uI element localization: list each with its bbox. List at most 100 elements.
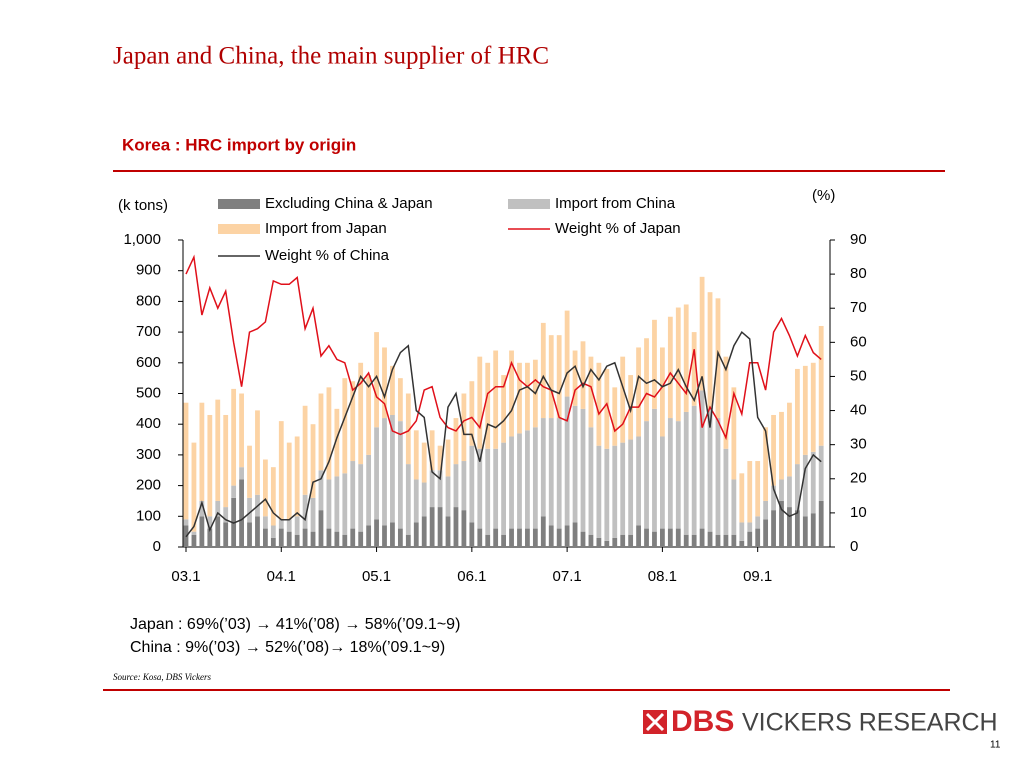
bar <box>739 540 745 547</box>
bar <box>270 537 276 547</box>
y-tick-label: 100 <box>136 507 161 524</box>
bar <box>390 522 395 547</box>
y2-tick-label: 10 <box>850 504 867 521</box>
y-tick-label: 300 <box>136 446 161 463</box>
bar <box>366 375 372 455</box>
bar <box>469 445 475 523</box>
bar <box>525 430 530 529</box>
bar <box>358 464 364 532</box>
bar <box>604 540 610 547</box>
bar <box>501 375 506 443</box>
bar <box>675 307 681 422</box>
bar <box>755 461 761 517</box>
bar <box>429 430 435 471</box>
bar <box>779 500 784 547</box>
bar <box>278 421 284 520</box>
bar <box>286 442 292 520</box>
bar <box>540 516 546 547</box>
bar <box>588 534 594 547</box>
bar <box>747 522 753 532</box>
bar <box>485 362 491 449</box>
bar <box>358 362 364 465</box>
bar <box>636 436 641 526</box>
source: Source: Kosa, DBS Vickers <box>113 672 211 682</box>
y2-tick-label: 30 <box>850 436 867 453</box>
bar <box>588 356 594 428</box>
bar <box>342 534 348 547</box>
bar <box>199 402 205 501</box>
bar <box>691 405 697 535</box>
bar <box>183 402 189 520</box>
x-tick-label: 08.1 <box>648 568 677 585</box>
bar <box>374 332 379 428</box>
bar <box>652 408 657 532</box>
bar <box>445 439 451 477</box>
bar <box>334 408 340 477</box>
bar <box>604 448 610 541</box>
bar <box>818 500 824 547</box>
bar <box>255 410 260 495</box>
y2-tick-label: 60 <box>850 333 867 350</box>
bar <box>667 316 673 419</box>
line <box>185 330 822 538</box>
bar <box>382 347 387 419</box>
bar <box>191 534 197 547</box>
bar <box>779 411 784 480</box>
bar <box>421 482 427 517</box>
bar <box>739 522 745 541</box>
bar <box>223 522 229 547</box>
bar <box>636 525 641 547</box>
bar <box>453 418 459 465</box>
bar <box>580 341 586 409</box>
bar <box>707 408 713 532</box>
bar <box>405 464 411 535</box>
bar <box>683 304 689 412</box>
bar <box>612 445 618 538</box>
bar <box>278 528 284 547</box>
bar <box>485 448 491 535</box>
bar <box>390 365 395 415</box>
legend-label: Import from Japan <box>265 220 387 237</box>
bar <box>794 510 800 547</box>
bar <box>461 393 467 462</box>
y-tick-label: 200 <box>136 477 161 494</box>
bar <box>302 494 308 529</box>
bar <box>596 537 602 547</box>
bar <box>191 531 197 535</box>
legend-label: Weight % of Japan <box>555 220 681 237</box>
bar <box>501 534 506 547</box>
bar <box>509 350 514 437</box>
bar <box>461 461 467 511</box>
y-tick-label: 700 <box>136 323 161 340</box>
bar <box>294 534 300 547</box>
y2-tick-label: 0 <box>850 538 858 555</box>
bar <box>342 378 348 474</box>
bar <box>620 534 626 547</box>
bar <box>667 528 673 547</box>
bar <box>540 322 546 419</box>
bar <box>191 442 197 532</box>
bar <box>572 522 578 547</box>
bar <box>628 439 634 535</box>
bar <box>477 528 483 547</box>
bar <box>437 507 443 547</box>
bar <box>787 402 792 477</box>
bar <box>318 510 324 547</box>
bar <box>556 418 562 529</box>
bar <box>660 347 665 437</box>
bar <box>517 433 522 529</box>
bar <box>517 528 522 547</box>
bar <box>564 310 570 397</box>
bar <box>612 537 618 547</box>
bar <box>429 507 435 547</box>
bar <box>493 528 499 547</box>
bar <box>794 368 800 465</box>
bar <box>294 436 300 517</box>
bar <box>199 516 205 547</box>
note: Japan : 69%(’03) → 41%(’08) → 58%(’09.1~… <box>130 616 460 633</box>
bar <box>731 534 737 547</box>
x-tick-label: 09.1 <box>743 568 772 585</box>
x-tick-label: 04.1 <box>267 568 296 585</box>
bar <box>445 516 451 547</box>
bar <box>596 362 602 446</box>
